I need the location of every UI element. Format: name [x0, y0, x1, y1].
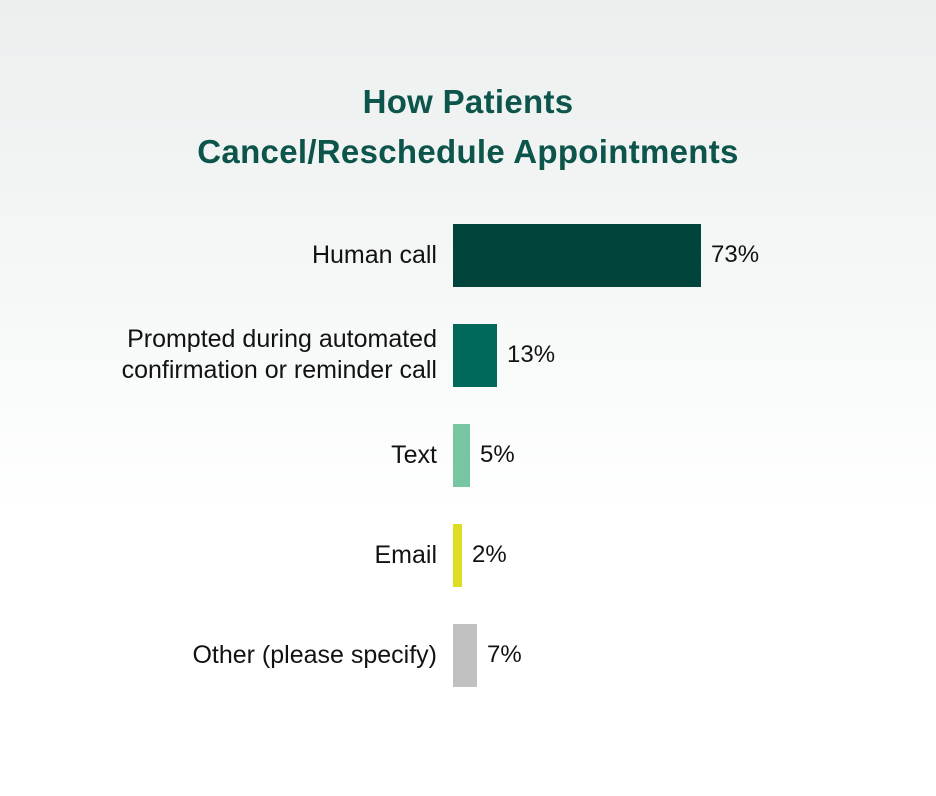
- category-label: Email: [374, 540, 437, 569]
- category-label: Other (please specify): [192, 640, 437, 669]
- bar-segment: [453, 523, 462, 587]
- category-label: Text: [391, 440, 437, 469]
- value-label: 73%: [711, 241, 760, 268]
- bar-area: 13%: [453, 323, 556, 387]
- bar-segment: [453, 223, 701, 287]
- value-label: 5%: [480, 441, 515, 468]
- bar-area: 73%: [453, 223, 760, 287]
- bar-area: 5%: [453, 423, 515, 487]
- chart-title: How Patients Cancel/Reschedule Appointmen…: [0, 77, 936, 177]
- value-label: 13%: [507, 341, 556, 368]
- bar-segment: [453, 623, 477, 687]
- category-label: Prompted during automated confirmation o…: [121, 325, 437, 384]
- chart-row: Email 2%: [0, 505, 936, 605]
- bar-area: 2%: [453, 523, 507, 587]
- bar-area: 7%: [453, 623, 522, 687]
- chart-title-line1: How Patients: [362, 83, 574, 120]
- chart-row: Text 5%: [0, 405, 936, 505]
- bar-segment: [453, 423, 470, 487]
- chart-row: Prompted during automated confirmation o…: [0, 305, 936, 405]
- chart-row: Other (please specify) 7%: [0, 605, 936, 705]
- chart-row: Human call 73%: [0, 205, 936, 305]
- bar-segment: [453, 323, 497, 387]
- chart-title-line2: Cancel/Reschedule Appointments: [197, 133, 739, 170]
- category-label: Human call: [311, 240, 437, 269]
- value-label: 2%: [472, 541, 507, 568]
- bar-chart: Human call 73% Prompted during automated c…: [0, 205, 936, 705]
- value-label: 7%: [487, 641, 522, 668]
